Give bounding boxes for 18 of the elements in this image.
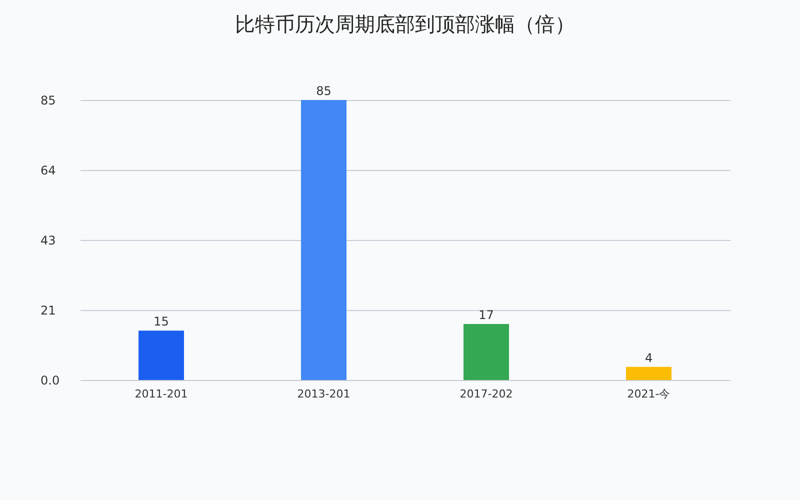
- bar: [464, 324, 509, 380]
- x-tick-label: 2017-202: [460, 388, 513, 400]
- y-tick-label: 0.0: [40, 374, 60, 388]
- chart-title: 比特币历次周期底部到顶部涨幅（倍）: [235, 12, 575, 36]
- bar: [138, 330, 184, 380]
- y-tick-label: 85: [40, 94, 56, 108]
- x-tick-label: 2021-今: [627, 388, 670, 400]
- y-tick-label: 21: [40, 304, 56, 318]
- x-tick-label: 2011-201: [134, 388, 188, 400]
- bar: [626, 366, 672, 380]
- y-tick-label: 64: [40, 164, 56, 178]
- x-tick-label: 2013-201: [297, 388, 350, 400]
- bar: [301, 100, 346, 380]
- data-label: 17: [478, 308, 494, 322]
- data-label: 85: [316, 84, 332, 98]
- y-tick-label: 43: [40, 234, 56, 248]
- data-label: 15: [154, 314, 169, 329]
- data-label: 4: [644, 350, 653, 365]
